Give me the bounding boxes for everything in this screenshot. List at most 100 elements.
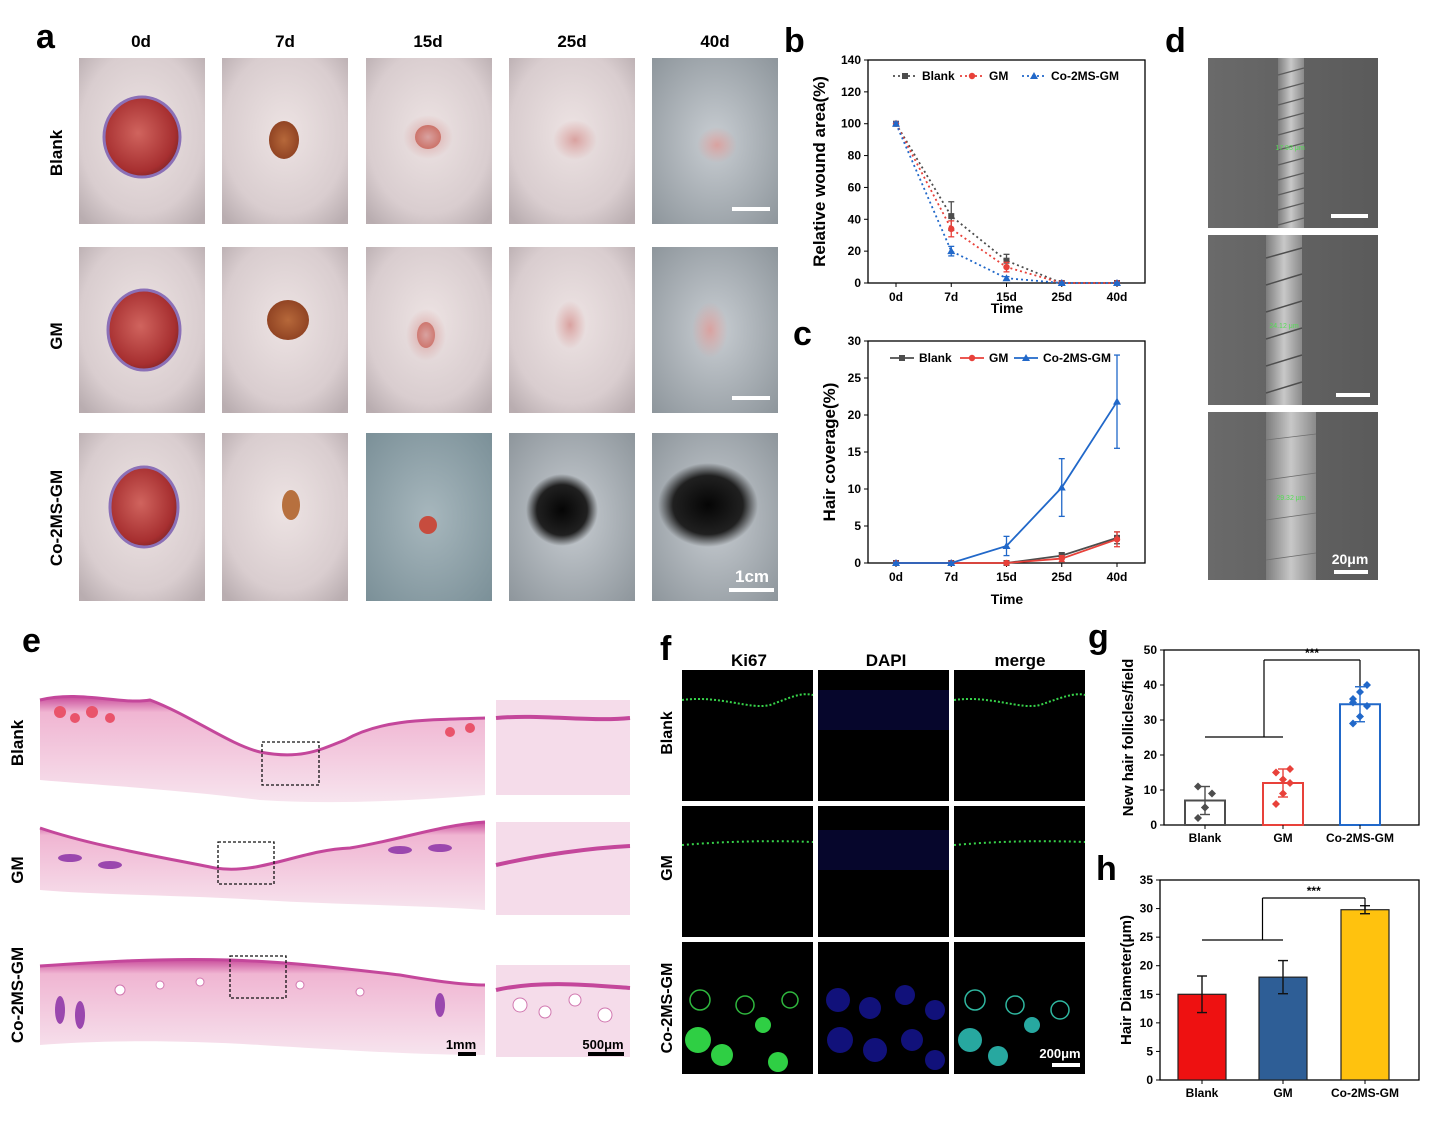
legend-label: Co-2MS-GM	[1051, 69, 1119, 83]
legend-label: GM	[989, 69, 1008, 83]
data-point	[1003, 257, 1010, 264]
y-tick-label: 0	[854, 556, 861, 570]
row-label-blank: Blank	[47, 129, 66, 176]
data-point	[1208, 789, 1216, 798]
data-point	[1363, 681, 1371, 689]
y-axis-label: Hair Diameter(μm)	[1118, 915, 1135, 1045]
legend-label: GM	[989, 351, 1008, 365]
data-point	[947, 247, 956, 255]
row-label-gm: GM	[8, 856, 27, 883]
data-point	[1272, 768, 1280, 777]
y-tick-label: 5	[854, 519, 861, 533]
scale-bar	[1334, 570, 1368, 574]
data-point	[1349, 719, 1357, 728]
y-tick-label: 0	[1146, 1073, 1153, 1087]
chart-b: 0 20 40 60 80 100 120 140 0d 7d 15d 25d 40d Time Relat…	[810, 53, 1146, 316]
y-tick-label: 140	[841, 53, 861, 67]
y-axis-label: New hair follicles/field	[1120, 659, 1137, 817]
data-point	[1003, 559, 1010, 567]
y-tick-label: 20	[1144, 748, 1158, 762]
photo-row-blank	[79, 58, 778, 224]
panel-f: Ki67 DAPI merge Blank GM Co-2MS-GM	[659, 651, 1086, 1074]
scale-bar	[1336, 393, 1370, 397]
sem-measurement: 29.32 μm	[1276, 495, 1305, 502]
data-point	[1272, 800, 1280, 808]
panel-a: 0d 7d 15d 25d 40d Blank GM Co-2MS-GM	[47, 32, 778, 601]
y-tick-label: 15	[1140, 987, 1154, 1001]
x-tick-label: 25d	[1051, 290, 1072, 304]
data-point	[892, 119, 900, 127]
x-tick-label: GM	[1273, 1086, 1292, 1100]
plot-frame	[867, 340, 1146, 564]
scale-bar	[458, 1052, 476, 1056]
legend-marker	[1022, 354, 1030, 361]
x-axis-label: Time	[991, 300, 1024, 316]
panel-letter-c: c	[793, 315, 812, 353]
he-section-blank	[39, 694, 631, 803]
y-tick-label: 10	[848, 482, 862, 496]
data-point	[1349, 698, 1357, 707]
scale-label: 1mm	[446, 1037, 476, 1052]
y-axis-label: Hair coverage(%)	[820, 383, 839, 522]
scale-label: 200μm	[1039, 1046, 1080, 1061]
channel-label-dapi: DAPI	[866, 651, 907, 670]
panel-e: Blank GM Co-2MS-GM	[8, 694, 631, 1057]
photo-row-gm	[79, 247, 778, 413]
data-point	[1356, 688, 1364, 696]
y-tick-label: 40	[1144, 678, 1158, 692]
panel-d: 17.93 μm 24.12 μm 29.32 μm 20μm	[1208, 58, 1378, 580]
y-tick-label: 100	[841, 117, 861, 131]
data-point	[1003, 263, 1010, 271]
y-tick-label: 0	[854, 276, 861, 290]
data-point	[1201, 803, 1209, 812]
row-label-gm: GM	[659, 855, 676, 881]
y-tick-label: 20	[848, 244, 862, 258]
x-tick-label: 7d	[944, 290, 958, 304]
day-label-25d: 25d	[557, 32, 586, 51]
y-tick-label: 0	[1150, 818, 1157, 832]
x-tick-label: 40d	[1107, 570, 1128, 584]
y-tick-label: 5	[1146, 1044, 1153, 1058]
x-tick-label: Blank	[1189, 831, 1222, 845]
y-tick-label: 15	[848, 445, 862, 459]
day-label-15d: 15d	[413, 32, 442, 51]
sem-measurement: 24.12 μm	[1269, 323, 1298, 330]
legend-label: Blank	[919, 351, 952, 365]
scale-bar	[732, 207, 770, 211]
y-tick-label: 120	[841, 85, 861, 99]
scale-bar	[729, 588, 774, 592]
plot-frame	[867, 59, 1146, 284]
chart-c: 0 5 10 15 20 25 30 0d 7d 15d 25d 40d Time Hair covera…	[820, 334, 1146, 607]
photo-row-co: 1cm	[79, 433, 778, 601]
x-tick-label: 40d	[1107, 290, 1128, 304]
data-point	[1194, 782, 1202, 791]
legend-marker	[968, 72, 976, 80]
x-axis-label: Time	[991, 591, 1024, 607]
y-tick-label: 20	[848, 408, 862, 422]
data-point	[1279, 775, 1287, 784]
data-point	[1194, 814, 1202, 822]
data-point	[1002, 274, 1011, 282]
y-tick-label: 50	[1144, 643, 1158, 657]
scale-bar	[588, 1052, 624, 1056]
y-axis-label: Relative wound area(%)	[810, 76, 829, 267]
row-label-co: Co-2MS-GM	[8, 947, 27, 1043]
y-tick-label: 30	[848, 334, 862, 348]
data-point	[1057, 483, 1066, 491]
day-label-0d: 0d	[131, 32, 151, 51]
legend-marker	[968, 354, 976, 362]
panel-letter-a: a	[36, 18, 56, 56]
data-point	[1113, 397, 1121, 405]
x-tick-label: 15d	[996, 570, 1017, 584]
channel-label-ki67: Ki67	[731, 651, 767, 670]
y-tick-label: 25	[1140, 930, 1154, 944]
panel-letter-e: e	[22, 622, 41, 660]
x-tick-label: 7d	[944, 570, 958, 584]
row-label-co: Co-2MS-GM	[659, 963, 676, 1054]
x-tick-label: 0d	[889, 290, 903, 304]
x-tick-label: Co-2MS-GM	[1326, 831, 1394, 845]
scale-bar	[1052, 1063, 1080, 1067]
row-label-blank: Blank	[8, 719, 27, 766]
panel-letter-d: d	[1165, 22, 1186, 60]
panel-letter-h: h	[1096, 850, 1117, 888]
